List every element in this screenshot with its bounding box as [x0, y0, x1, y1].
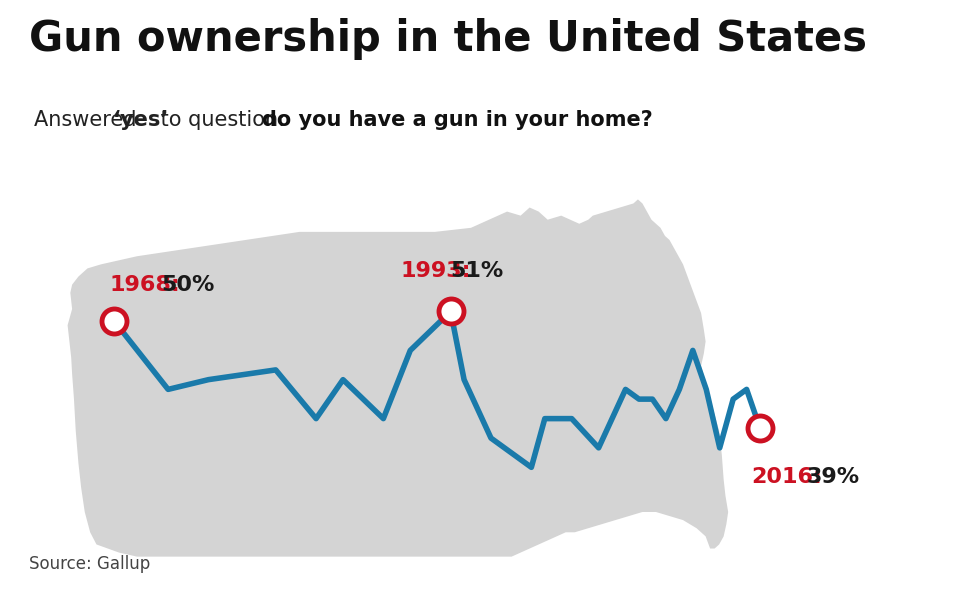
Text: Source: Gallup: Source: Gallup [29, 555, 150, 573]
Text: 50%: 50% [161, 275, 215, 295]
Text: Gun ownership in the United States: Gun ownership in the United States [29, 18, 867, 60]
Polygon shape [67, 199, 728, 556]
Text: do you have a gun in your home?: do you have a gun in your home? [262, 110, 653, 131]
Text: to question:: to question: [154, 110, 291, 131]
Text: Answered: Answered [34, 110, 143, 131]
Text: 2016:: 2016: [751, 467, 822, 487]
Text: PA: PA [862, 530, 909, 563]
Text: 1968:: 1968: [109, 275, 180, 295]
Text: ‘yes’: ‘yes’ [113, 110, 170, 131]
Text: 51%: 51% [450, 261, 504, 281]
Text: 1993:: 1993: [401, 261, 471, 281]
Text: 39%: 39% [807, 467, 860, 487]
